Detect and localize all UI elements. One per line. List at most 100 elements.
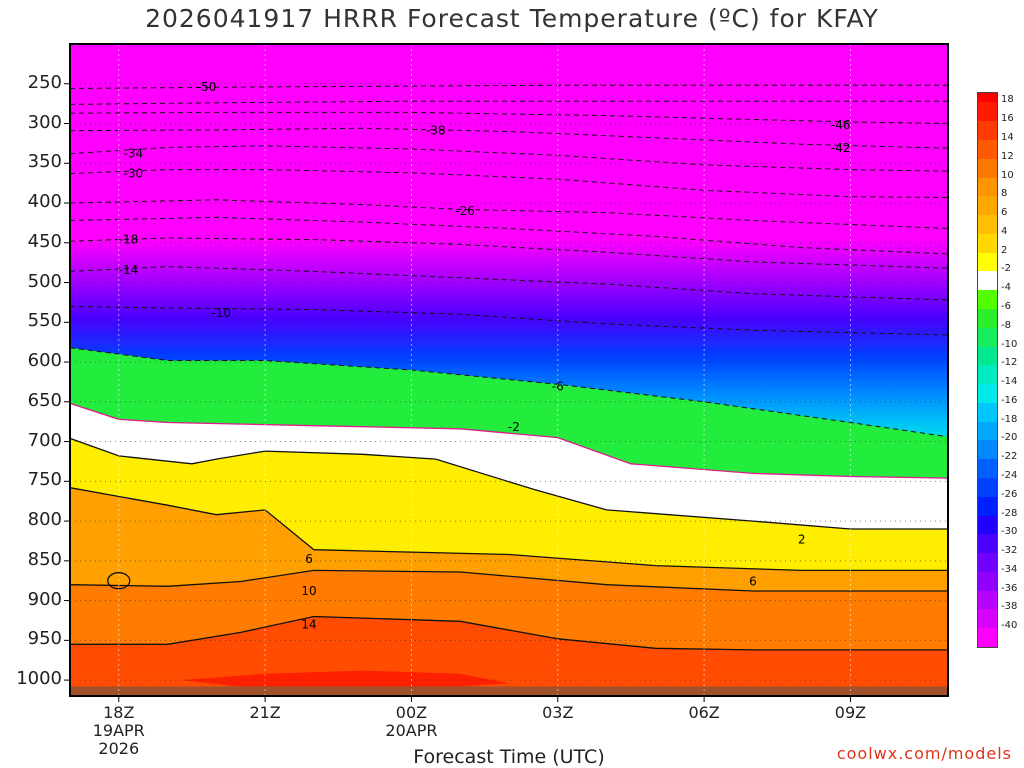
colorbar-segment (978, 534, 997, 554)
colorbar-label: -4 (1001, 282, 1011, 294)
x-tick-label: 09Z (834, 703, 867, 722)
colorbar-segment (978, 459, 997, 479)
colorbar-segment (978, 252, 997, 272)
colorbar-segment (978, 571, 997, 592)
ground-strip (70, 686, 948, 696)
contour-line (69, 199, 949, 229)
y-tick-label: 850 (27, 548, 62, 570)
colorbar-segment (978, 158, 997, 178)
y-tick-label: 450 (27, 230, 62, 252)
colorbar-label: 6 (1001, 207, 1008, 219)
plot-frame (69, 43, 949, 697)
colorbar-label: -10 (1001, 338, 1018, 350)
band-2-6 (70, 438, 948, 571)
colorbar-label: 16 (1001, 113, 1014, 125)
contour-line (69, 569, 948, 592)
contour-label: -42 (831, 141, 851, 155)
band-zero (70, 403, 948, 529)
colorbar-label: -20 (1001, 432, 1018, 444)
colorbar-segment (978, 233, 997, 254)
colorbar-label: -24 (1001, 469, 1018, 481)
colorbar-segment (978, 290, 997, 310)
contour-line (69, 347, 949, 438)
contour-label: -46 (831, 118, 851, 132)
contour-line (69, 237, 949, 269)
colorbar-segment (978, 177, 997, 197)
contour-line (69, 100, 948, 105)
colorbar-segment (978, 609, 997, 629)
x-tick-label: 21Z (249, 703, 281, 722)
y-tick-label: 900 (27, 588, 62, 610)
y-tick-label: 600 (27, 350, 62, 372)
y-tick-label: 300 (27, 111, 62, 133)
x-axis-title: Forecast Time (UTC) (413, 746, 605, 768)
contour-label: -30 (124, 167, 144, 181)
colorbar-segment (978, 327, 997, 347)
contour-label: -10 (211, 306, 231, 320)
contour-label: 6 (749, 575, 757, 589)
colorbar-label: -22 (1001, 451, 1018, 463)
band-minus-4 (70, 347, 948, 479)
colorbar-label: -8 (1001, 319, 1011, 331)
x-date-label: 20APR (385, 721, 438, 740)
band-6-10 (70, 487, 948, 591)
colorbar-label: -26 (1001, 488, 1018, 500)
colorbar-segment (978, 496, 997, 517)
colorbar-segment (978, 271, 997, 291)
contour-label: -6 (552, 380, 564, 394)
x-tick-label: 00Z (395, 703, 428, 722)
y-tick-label: 500 (27, 270, 62, 292)
x-year-label: 2026 (98, 739, 140, 758)
colorbar-segment (978, 384, 997, 404)
colorbar-segment (978, 477, 997, 498)
colorbar-label: -12 (1001, 357, 1018, 369)
contour-line (69, 402, 949, 479)
colorbar (977, 92, 998, 648)
x-tick-label: 18Z (103, 703, 135, 722)
contour-line (69, 127, 949, 149)
contour-line (69, 145, 949, 172)
y-tick-label: 700 (27, 429, 62, 451)
x-date-label: 19APR (92, 721, 145, 740)
colorbar-label: -30 (1001, 526, 1018, 538)
colorbar-label: -38 (1001, 601, 1018, 613)
y-tick-label: 1000 (16, 668, 62, 690)
colorbar-segment (978, 215, 997, 235)
colorbar-label: -40 (1001, 620, 1018, 632)
y-tick-label: 750 (27, 469, 62, 491)
colorbar-segment (978, 440, 997, 460)
colorbar-segment (978, 346, 997, 366)
colorbar-label: -28 (1001, 507, 1018, 519)
contour-label: 14 (301, 617, 316, 631)
colorbar-segment (978, 196, 997, 216)
contour-label: 2 (798, 532, 806, 546)
colorbar-label: -36 (1001, 582, 1018, 594)
colorbar-segment (978, 402, 997, 423)
colorbar-label: -18 (1001, 413, 1018, 425)
colorbar-segment (978, 421, 997, 441)
y-tick-label: 400 (27, 191, 62, 213)
colorbar-label: 8 (1001, 188, 1008, 200)
colorbar-label: -34 (1001, 563, 1018, 575)
colorbar-label: 14 (1001, 131, 1014, 143)
contour-loop (107, 572, 131, 590)
y-tick-label: 650 (27, 389, 62, 411)
credit-link[interactable]: coolwx.com/models (836, 744, 1012, 763)
colorbar-segment (978, 121, 997, 141)
contour-line (69, 266, 949, 301)
y-tick-label: 550 (27, 310, 62, 332)
y-tick-label: 950 (27, 628, 62, 650)
colorbar-segment (978, 93, 997, 103)
x-tick-label: 06Z (688, 703, 720, 722)
colorbar-segment (978, 553, 997, 573)
y-tick-label: 350 (27, 151, 62, 173)
contour-label: -26 (455, 204, 475, 218)
colorbar-label: -14 (1001, 376, 1018, 388)
colorbar-label: -32 (1001, 545, 1018, 557)
chart-title: 2026041917 HRRR Forecast Temperature (ºC… (145, 4, 879, 33)
contour-line (69, 216, 949, 255)
contour-line (69, 437, 948, 530)
contour-label: 10 (301, 584, 316, 598)
colorbar-segment (978, 139, 997, 160)
